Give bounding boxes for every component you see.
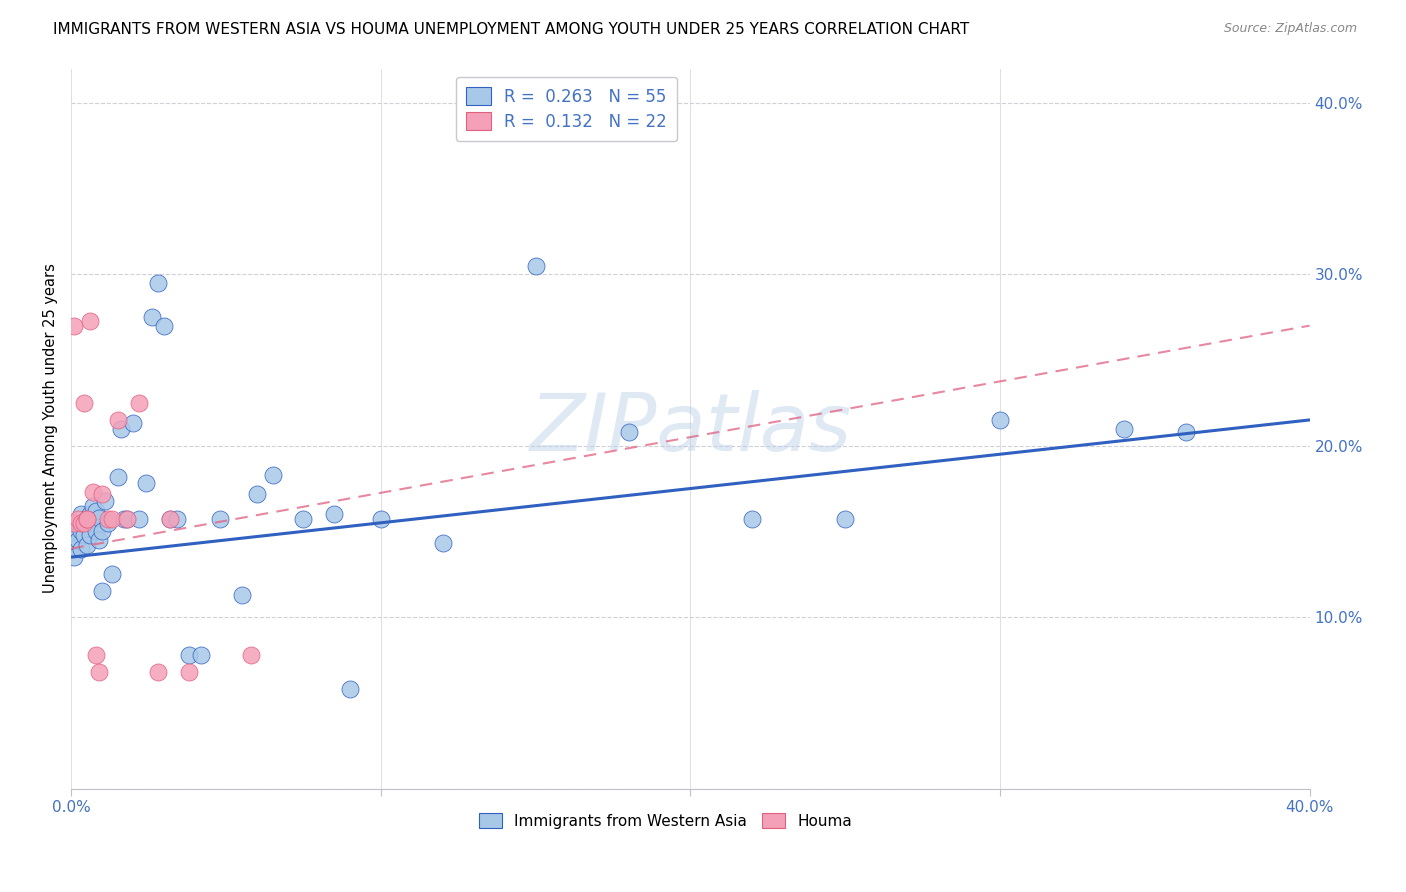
Point [89,665,111,679]
Point [79,507,101,521]
Point [89,533,111,547]
Point [91,524,114,539]
Point [89,510,111,524]
Point [66,516,89,530]
Point [76,510,98,524]
Text: Source: ZipAtlas.com: Source: ZipAtlas.com [1223,22,1357,36]
Point [79,313,101,327]
Point [97,512,120,526]
Point [69,524,91,539]
Point [63,541,86,556]
Point [69,507,91,521]
Point [76,512,98,526]
Point [84,648,107,662]
Point [107,469,129,483]
Point [91,486,114,500]
Point [100,567,122,582]
Point [262,467,284,482]
Point [146,665,169,679]
Point [208,512,231,526]
Point [66,533,89,547]
Point [66,512,89,526]
Point [84,524,107,539]
Point [239,648,262,662]
Point [153,318,176,333]
Point [146,276,169,290]
Point [112,512,135,526]
Point [82,485,104,500]
Point [122,417,145,431]
Point [115,512,138,526]
Point [292,512,315,526]
Point [159,512,181,526]
Point [94,493,117,508]
Point [166,512,188,526]
Point [159,512,181,526]
Point [63,524,86,539]
Point [524,259,547,273]
Point [246,486,269,500]
Point [115,512,138,526]
Point [91,584,114,599]
Point [177,648,200,662]
Point [84,504,107,518]
Point [988,413,1011,427]
Point [76,538,98,552]
Point [834,512,856,526]
Point [79,528,101,542]
Point [63,318,86,333]
Point [82,499,104,513]
Point [617,425,640,439]
Point [63,550,86,565]
Point [323,507,346,521]
Text: ZIPatlas: ZIPatlas [529,390,852,467]
Point [76,512,98,526]
Point [107,413,129,427]
Point [1174,425,1197,439]
Point [73,516,96,530]
Point [1112,421,1135,435]
Point [100,512,122,526]
Legend: Immigrants from Western Asia, Houma: Immigrants from Western Asia, Houma [472,806,858,835]
Point [69,516,91,530]
Point [110,421,132,435]
Point [177,665,200,679]
Point [190,648,212,662]
Point [370,512,392,526]
Point [128,512,150,526]
Point [63,516,86,530]
Y-axis label: Unemployment Among Youth under 25 years: Unemployment Among Youth under 25 years [44,263,58,593]
Point [82,516,104,530]
Text: IMMIGRANTS FROM WESTERN ASIA VS HOUMA UNEMPLOYMENT AMONG YOUTH UNDER 25 YEARS CO: IMMIGRANTS FROM WESTERN ASIA VS HOUMA UN… [53,22,970,37]
Point [231,588,253,602]
Point [141,310,163,324]
Point [339,682,361,697]
Point [741,512,763,526]
Point [73,396,96,410]
Point [73,528,96,542]
Point [128,396,150,410]
Point [73,516,96,530]
Point [135,476,157,491]
Point [97,516,120,530]
Point [432,536,454,550]
Point [69,541,91,556]
